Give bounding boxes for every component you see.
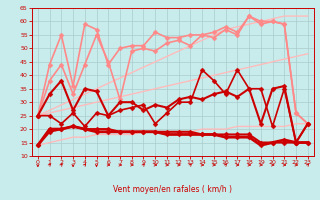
X-axis label: Vent moyen/en rafales ( km/h ): Vent moyen/en rafales ( km/h ): [113, 185, 232, 194]
